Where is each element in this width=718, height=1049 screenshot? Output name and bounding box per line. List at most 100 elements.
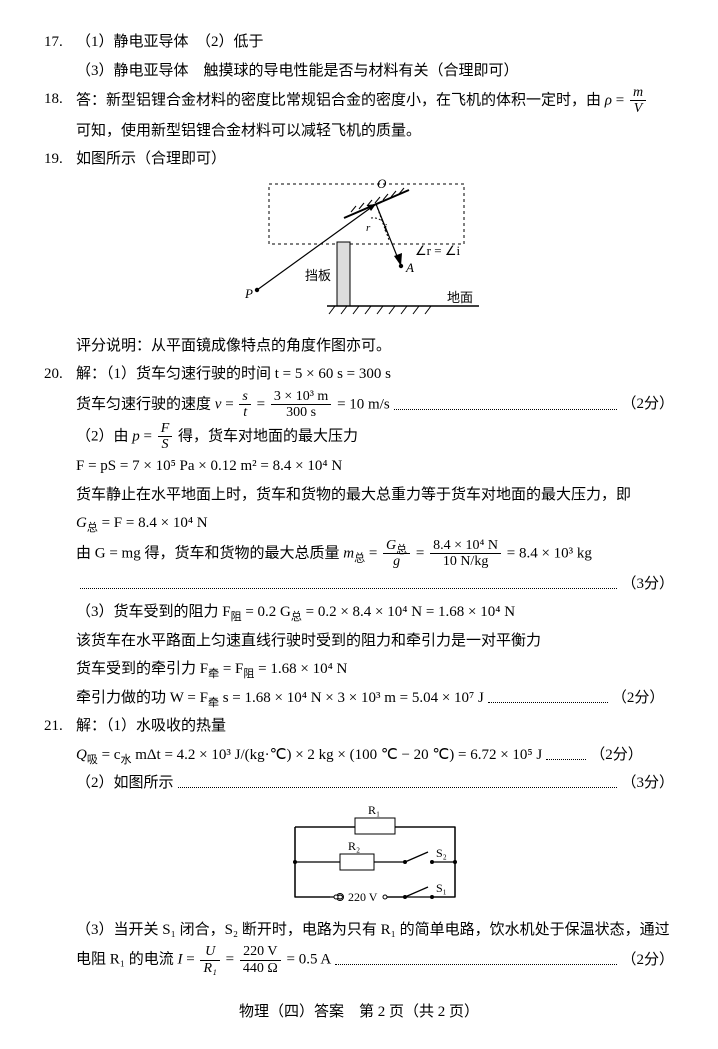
frac-G-g: G总 g	[383, 538, 410, 570]
q18-body: 答：新型铝锂合金材料的密度比常规铝合金的密度小，在飞机的体积一定时，由 ρ = …	[76, 85, 674, 145]
p3l2: 电阻 R₁ 的电流	[76, 951, 178, 967]
eq4: =	[369, 545, 381, 561]
s3: （3分）	[621, 570, 674, 599]
frac-mval: 8.4 × 10⁴ N 10 N/kg	[430, 538, 501, 570]
num: 3 × 10³ m	[271, 389, 331, 405]
eq3: =	[144, 428, 156, 444]
circuit-svg: R₁ R₂ S₂	[270, 802, 480, 912]
frac-s-t: s t	[239, 389, 250, 421]
q17-num: 17.	[44, 28, 76, 57]
q20-p3-Fq: 货车受到的牵引力 F牵 = F阻 = 1.68 × 10⁴ N	[76, 655, 674, 684]
p3fe: = 0.2 G	[245, 604, 291, 620]
q20-head: 解：（1）货车匀速行驶的时间 t = 5 × 60 s = 300 s	[76, 360, 674, 389]
zu2: 阻	[243, 668, 254, 680]
s2c: （2分）	[590, 741, 643, 770]
q20: 20. 解：（1）货车匀速行驶的时间 t = 5 × 60 s = 300 s …	[44, 360, 674, 712]
q18-num: 18.	[44, 85, 76, 114]
g: g	[393, 554, 400, 569]
q21-Q-line: Q吸 = c水 mΔt = 4.2 × 10³ J/(kg·℃) × 2 kg …	[76, 741, 674, 770]
zu1: 阻	[231, 611, 242, 623]
s: s	[242, 389, 247, 404]
rho: ρ	[605, 92, 612, 108]
q20-p3-W: 牵引力做的功 W = F牵 s = 1.68 × 10⁴ N × 3 × 10³…	[76, 684, 674, 713]
q20-body: 解：（1）货车匀速行驶的时间 t = 5 × 60 s = 300 s 货车匀速…	[76, 360, 674, 712]
S: S	[162, 437, 169, 452]
qeq1: = c	[102, 747, 121, 763]
label-220V: 220 V	[348, 890, 378, 904]
label-S2: S₂	[436, 846, 447, 860]
mval: = 8.4 × 10³ kg	[507, 545, 592, 561]
Geqv: = F = 8.4 × 10⁴ N	[102, 515, 208, 531]
q18: 18. 答：新型铝锂合金材料的密度比常规铝合金的密度小，在飞机的体积一定时，由 …	[44, 85, 674, 145]
mn: 8.4 × 10⁴ N	[430, 538, 501, 554]
I: I	[178, 951, 183, 967]
U: U	[205, 944, 215, 959]
m: m	[633, 85, 643, 100]
q20-head-text: 解：（1）货车匀速行驶的时间 t = 5 × 60 s = 300 s	[76, 366, 391, 382]
q21-head: 解：（1）水吸收的热量	[76, 712, 674, 741]
circuit-diagram: R₁ R₂ S₂	[76, 802, 674, 912]
rd: 440 Ω	[240, 961, 281, 976]
q19-diagram: O P A r i ∠r = ∠i 挡板 地面	[44, 178, 674, 328]
qian1: 牵	[208, 668, 219, 680]
Ival: = 0.5 A	[287, 951, 332, 967]
p: p	[132, 428, 140, 444]
q21-p2: （2）如图所示 （3分）	[76, 769, 674, 798]
q21-p3-lead: （3）当开关 S₁ 闭合，S₂ 断开时，电路为只有 R₁ 的简单电路，饮水机处于…	[76, 916, 674, 945]
msub: 总	[354, 552, 365, 564]
p3fv: = 0.2 × 8.4 × 10⁴ N = 1.68 × 10⁴ N	[306, 604, 515, 620]
q19: 19. 如图所示（合理即可）	[44, 145, 674, 174]
q20-mass-line: 由 G = mg 得，货车和货物的最大总质量 m总 = G总 g = 8.4 ×…	[76, 538, 674, 570]
q20-G-eq: G总 = F = 8.4 × 10⁴ N	[76, 509, 674, 538]
q21-p3-line2: 电阻 R₁ 的电流 I = U R₁ = 220 V 440 Ω = 0.5 A…	[76, 944, 674, 976]
mglead: 由 G = mg 得，货车和货物的最大总质量	[76, 545, 343, 561]
qeq2: mΔt = 4.2 × 10³ J/(kg·℃) × 2 kg × (100 ℃…	[135, 747, 542, 763]
q17-part1: （1）静电亚导体 （2）低于	[76, 28, 674, 57]
R1s: R₁	[203, 961, 216, 976]
q20-p3-F: （3）货车受到的阻力 F阻 = 0.2 G总 = 0.2 × 8.4 × 10⁴…	[76, 598, 674, 627]
speed-val: = 10 m/s	[337, 396, 390, 412]
label-O: O	[377, 178, 387, 191]
p2t: （2）如图所示	[76, 769, 174, 798]
md: 10 N/kg	[430, 554, 501, 569]
frac-F-S: F S	[158, 421, 173, 453]
q17-part3: （3）静电亚导体 触摸球的导电性能是否与材料有关（合理即可）	[76, 57, 674, 86]
Gn: G	[386, 538, 396, 553]
v: v	[215, 396, 222, 412]
s2b: （2分）	[612, 684, 665, 713]
fqv: = 1.68 × 10⁴ N	[258, 661, 347, 677]
label-R1: R₁	[368, 803, 380, 817]
p2l: （2）由	[76, 428, 132, 444]
p3fl: （3）货车受到的阻力 F	[76, 604, 231, 620]
label-S1: S₁	[436, 881, 447, 895]
eq1: =	[225, 396, 237, 412]
t: t	[243, 405, 247, 420]
q20-speed-lead: 货车匀速行驶的速度	[76, 396, 215, 412]
we: s = 1.68 × 10⁴ N × 3 × 10³ m = 5.04 × 10…	[223, 690, 484, 706]
label-ground: 地面	[447, 290, 473, 305]
q18-lead: 答：新型铝锂合金材料的密度比常规铝合金的密度小，在飞机的体积一定时，由	[76, 92, 601, 108]
fqe: = F	[223, 661, 244, 677]
q17-body: （1）静电亚导体 （2）低于 （3）静电亚导体 触摸球的导电性能是否与材料有关（…	[76, 28, 674, 85]
den: 300 s	[271, 405, 331, 420]
p2t: 得，货车对地面的最大压力	[178, 428, 358, 444]
q21-body: 解：（1）水吸收的热量 Q吸 = c水 mΔt = 4.2 × 10³ J/(k…	[76, 712, 674, 976]
eq5: =	[416, 545, 428, 561]
page-footer: 物理（四）答案 第 2 页（共 2 页）	[44, 998, 674, 1027]
frac-220-440: 220 V 440 Ω	[240, 944, 281, 976]
label-baffle: 挡板	[305, 268, 331, 283]
s3b: （3分）	[621, 769, 674, 798]
q20-part2-lead: （2）由 p = F S 得，货车对地面的最大压力	[76, 421, 674, 453]
score-2a: （2分）	[621, 390, 674, 419]
mirror-diagram-svg: O P A r i ∠r = ∠i 挡板 地面	[229, 178, 489, 328]
Q: Q	[76, 747, 87, 763]
fql: 货车受到的牵引力 F	[76, 661, 208, 677]
gs2: 总	[291, 611, 302, 623]
label-R2: R₂	[348, 839, 360, 853]
shui: 水	[120, 754, 131, 766]
q20-score3: （3分）	[76, 570, 674, 599]
label-i: i	[384, 222, 387, 234]
V: V	[634, 101, 643, 116]
q20-F-eq: F = pS = 7 × 10⁵ Pa × 0.12 m² = 8.4 × 10…	[76, 452, 674, 481]
q18-line2: 可知，使用新型铝锂合金材料可以减轻飞机的质量。	[76, 117, 674, 146]
